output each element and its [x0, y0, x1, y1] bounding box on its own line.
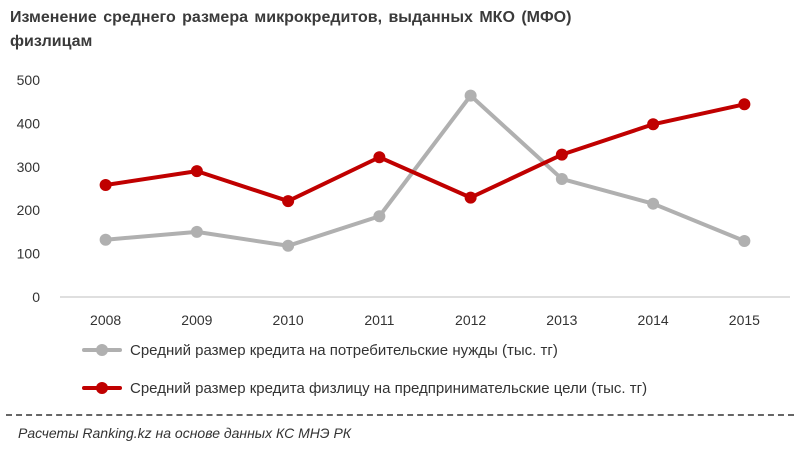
x-tick-label: 2015 — [729, 312, 760, 328]
data-point-consumer — [190, 225, 203, 238]
x-tick-label: 2009 — [181, 312, 212, 328]
legend-swatch-consumer — [80, 343, 124, 357]
x-tick-label: 2014 — [638, 312, 669, 328]
y-tick-label: 300 — [17, 159, 41, 175]
y-tick-label: 100 — [17, 246, 41, 262]
data-point-business — [647, 118, 660, 131]
y-tick-label: 0 — [32, 289, 40, 305]
x-tick-label: 2013 — [546, 312, 577, 328]
y-tick-label: 400 — [17, 115, 41, 131]
chart-legend: Средний размер кредита на потребительски… — [80, 340, 647, 416]
data-point-consumer — [282, 239, 295, 252]
data-point-consumer — [555, 172, 568, 185]
legend-label-consumer: Средний размер кредита на потребительски… — [130, 341, 558, 359]
data-point-business — [555, 148, 568, 161]
source-note: Расчеты Ranking.kz на основе данных КС М… — [18, 425, 352, 441]
data-point-consumer — [99, 233, 112, 246]
line-chart: 0 100 200 300 400 500 2008 2009 2010 2011 2012 2013… — [17, 72, 790, 328]
data-point-consumer — [738, 235, 751, 248]
series-line-business — [103, 102, 747, 204]
data-point-business — [464, 191, 477, 204]
data-point-business — [282, 195, 295, 208]
data-point-business — [738, 98, 751, 111]
y-tick-label: 500 — [17, 72, 41, 88]
legend-item-consumer: Средний размер кредита на потребительски… — [80, 340, 647, 360]
footer-divider — [6, 414, 794, 416]
legend-swatch-business — [80, 381, 124, 395]
series-line-consumer — [103, 93, 747, 248]
y-tick-label: 200 — [17, 202, 41, 218]
data-point-business — [99, 179, 112, 192]
data-point-consumer — [373, 210, 386, 223]
chart-title: Изменение среднего размера микрокредитов… — [10, 9, 572, 50]
legend-item-business: Средний размер кредита физлицу на предпр… — [80, 378, 647, 398]
data-point-consumer — [464, 89, 477, 102]
legend-label-business: Средний размер кредита физлицу на предпр… — [130, 379, 648, 397]
x-tick-label: 2010 — [273, 312, 304, 328]
x-tick-label: 2008 — [90, 312, 121, 328]
data-point-business — [190, 165, 203, 178]
data-point-business — [373, 151, 386, 164]
x-tick-label: 2011 — [364, 312, 394, 328]
x-tick-label: 2012 — [455, 312, 486, 328]
data-point-consumer — [647, 197, 660, 210]
